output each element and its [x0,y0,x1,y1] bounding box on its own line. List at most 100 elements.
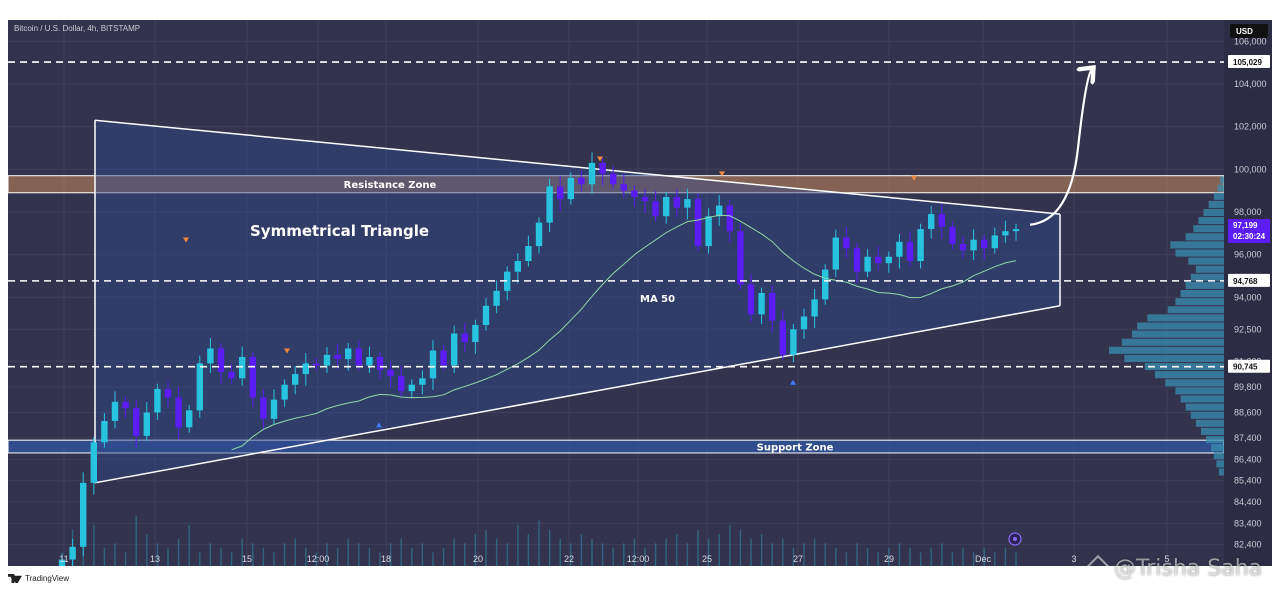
candle-body-59 [684,199,691,208]
price-badge-countdown: 02:30:24 [1233,232,1266,241]
candle-body-46 [546,186,553,223]
candle-body-0 [58,559,66,566]
candle-body-67 [769,293,776,321]
candle-body-23 [302,363,309,375]
tradingview-logo: TradingView [8,574,69,583]
volume-bar-39 [474,534,477,566]
price-tick-3: 85,400 [1234,476,1262,486]
volume-profile-bar-5 [1198,217,1224,225]
volume-bar-51 [601,543,604,566]
volume-layer [61,516,1017,566]
volume-bar-6 [124,552,127,566]
volume-bar-34 [421,543,424,566]
candle-body-38 [461,333,468,343]
date-tick-10: 29 [884,554,894,564]
volume-profile-bar-20 [1121,338,1224,346]
volume-bar-8 [146,534,148,566]
volume-bar-89 [1004,547,1007,566]
volume-bar-3 [93,525,95,566]
candle-body-19 [260,397,267,419]
volume-profile-bar-12 [1190,273,1224,281]
candle-body-84 [949,226,956,244]
price-tick-11: 96,000 [1234,250,1262,260]
candle-body-21 [281,384,288,400]
volume-bar-65 [750,538,752,566]
candle-body-65 [747,284,755,315]
candle-body-57 [663,197,670,217]
volume-bar-82 [930,547,932,566]
volume-bar-27 [347,538,349,566]
candle-body-43 [514,261,521,272]
price-tick-4: 86,400 [1234,454,1262,464]
volume-profile-bar-30 [1195,419,1224,427]
volume-bar-47 [559,538,561,566]
volume-bar-76 [866,547,869,566]
triangle-fill [95,120,1060,483]
candle-body-54 [631,190,638,198]
candle-body-15 [217,348,225,372]
candle-body-72 [822,269,829,300]
candle-body-66 [758,293,765,315]
swing-high-marker-0 [183,237,189,243]
volume-bar-63 [729,525,731,566]
volume-profile-bar-25 [1165,379,1224,387]
volume-bar-88 [994,552,996,566]
candle-body-79 [896,241,903,257]
candle-body-25 [323,354,331,366]
candle-body-52 [610,173,617,185]
price-tick-9: 92,500 [1234,324,1262,334]
volume-bar-44 [527,534,530,566]
candle-body-61 [705,216,712,247]
candle-body-24 [313,363,320,366]
volume-bar-70 [803,543,805,566]
candle-body-51 [599,162,606,174]
chart-background [8,20,1272,566]
volume-profile-bar-3 [1208,200,1224,208]
candle-body-48 [567,177,574,200]
price-tick-2: 84,400 [1234,497,1262,507]
candle-body-68 [779,320,786,355]
candle-body-74 [843,237,850,249]
candle-body-87 [981,239,988,249]
volume-profile-bar-24 [1155,371,1224,379]
candle-body-50 [588,162,596,185]
candle-body-90 [1012,229,1020,232]
volume-bar-74 [845,552,848,566]
volume-bar-11 [177,538,180,566]
volume-bar-46 [548,529,551,566]
date-tick-5: 20 [473,554,483,564]
event-icon-dot [1013,537,1017,541]
volume-profile-bar-19 [1132,330,1224,338]
candle-body-45 [535,222,543,247]
volume-bar-5 [114,543,116,566]
candle-body-86 [970,239,977,251]
resistance-zone-label: Resistance Zone [344,180,437,191]
triangle-lower-line [94,305,1061,484]
volume-bar-55 [644,547,646,566]
candle-body-3 [90,442,97,483]
volume-profile-bar-31 [1201,427,1224,435]
candle-body-12 [186,410,193,428]
axes-layer: 82,400 83,400 84,400 85,400 86,400 87,400 88,6… [59,36,1266,564]
candle-body-55 [641,197,649,202]
volume-bar-38 [464,543,466,566]
volume-bar-28 [358,543,360,566]
price-tick-13: 100,000 [1234,164,1267,174]
volume-bar-35 [432,552,434,566]
volume-profile-bar-15 [1175,298,1224,306]
volume-bar-42 [506,543,508,566]
candle-body-60 [694,199,702,247]
price-badge-target: 105,029 [1233,58,1262,67]
price-badge-current-bg [1228,219,1270,244]
volume-profile-bar-33 [1211,444,1224,452]
volume-bar-14 [209,543,212,566]
volume-bar-17 [241,538,243,566]
candle-body-49 [578,177,585,185]
date-tick-1: 13 [150,554,160,564]
volume-bar-75 [856,543,858,566]
price-tick-5: 87,400 [1234,433,1262,443]
date-tick-6: 22 [564,554,574,564]
tradingview-logo-icon [8,574,22,583]
price-tick-6: 88,600 [1234,407,1262,417]
